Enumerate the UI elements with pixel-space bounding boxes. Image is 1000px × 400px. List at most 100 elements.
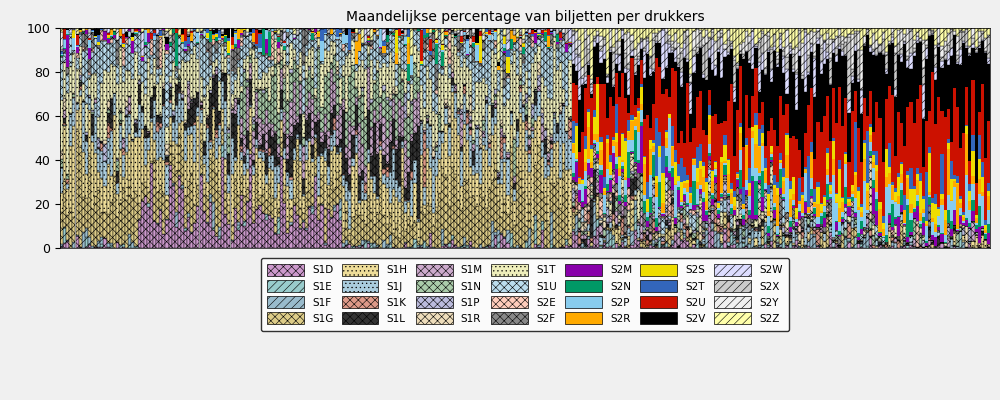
Bar — [457, 34, 460, 35]
Bar — [950, 239, 953, 248]
Bar — [844, 228, 847, 236]
Bar — [485, 28, 488, 32]
Bar — [131, 53, 134, 78]
Bar — [469, 196, 472, 241]
Bar — [640, 60, 643, 84]
Bar — [609, 155, 612, 162]
Bar — [919, 213, 922, 220]
Bar — [584, 246, 587, 248]
Bar — [209, 93, 212, 140]
Bar — [125, 37, 128, 38]
Bar — [810, 220, 813, 221]
Bar — [513, 51, 516, 137]
Bar — [754, 227, 758, 228]
Bar — [215, 76, 218, 130]
Bar — [686, 205, 689, 206]
Bar — [671, 47, 674, 50]
Bar — [826, 223, 829, 224]
Bar — [296, 28, 299, 30]
Bar — [522, 28, 525, 39]
Bar — [463, 180, 466, 237]
Bar — [324, 243, 327, 245]
Bar — [342, 51, 345, 66]
Bar — [500, 126, 503, 128]
Bar — [838, 87, 841, 160]
Bar — [125, 108, 128, 115]
Bar — [683, 219, 686, 224]
Bar — [820, 211, 823, 213]
Bar — [959, 28, 962, 30]
Bar — [528, 33, 531, 34]
Bar — [531, 30, 534, 34]
Bar — [482, 116, 485, 120]
Bar — [382, 28, 386, 30]
Bar — [503, 162, 506, 199]
Bar — [947, 223, 950, 227]
Bar — [206, 50, 209, 52]
Bar — [361, 43, 364, 44]
Bar — [866, 246, 869, 248]
Bar — [978, 28, 981, 31]
Bar — [739, 150, 742, 170]
Bar — [596, 154, 599, 158]
Bar — [912, 189, 916, 208]
Bar — [463, 85, 466, 86]
Bar — [779, 188, 782, 194]
Bar — [441, 50, 444, 52]
Bar — [857, 237, 860, 240]
Bar — [339, 35, 342, 36]
Bar — [122, 177, 125, 188]
Bar — [534, 52, 537, 89]
Bar — [680, 202, 683, 206]
Bar — [274, 165, 277, 166]
Bar — [587, 211, 590, 224]
Bar — [438, 114, 441, 131]
Bar — [692, 73, 696, 128]
Bar — [134, 32, 138, 33]
Bar — [581, 208, 584, 222]
Bar — [748, 243, 751, 244]
Bar — [810, 214, 813, 216]
Bar — [590, 168, 593, 177]
Bar — [702, 221, 705, 227]
Bar — [723, 163, 726, 164]
Bar — [79, 147, 82, 246]
Bar — [602, 37, 606, 40]
Bar — [826, 218, 829, 223]
Bar — [602, 177, 606, 188]
Bar — [354, 41, 358, 64]
Bar — [274, 166, 277, 198]
Bar — [122, 28, 125, 34]
Bar — [432, 226, 435, 247]
Bar — [630, 178, 634, 179]
Bar — [671, 28, 674, 41]
Bar — [168, 46, 172, 76]
Bar — [578, 232, 581, 244]
Bar — [479, 244, 482, 248]
Bar — [410, 84, 413, 101]
Bar — [531, 63, 534, 102]
Bar — [404, 200, 407, 201]
Bar — [788, 181, 792, 189]
Bar — [816, 187, 820, 204]
Bar — [922, 236, 925, 240]
Bar — [451, 28, 454, 30]
Bar — [562, 106, 565, 143]
Bar — [696, 234, 699, 239]
Bar — [649, 175, 652, 197]
Bar — [854, 175, 857, 198]
Bar — [227, 193, 230, 205]
Bar — [841, 224, 844, 234]
Bar — [206, 196, 209, 222]
Bar — [159, 185, 162, 209]
Bar — [634, 169, 637, 170]
Bar — [277, 183, 280, 209]
Bar — [801, 28, 804, 43]
Bar — [630, 120, 634, 122]
Bar — [758, 129, 761, 146]
Bar — [974, 225, 978, 229]
Bar — [181, 98, 184, 99]
Bar — [696, 209, 699, 212]
Bar — [572, 228, 575, 229]
Bar — [249, 63, 252, 79]
